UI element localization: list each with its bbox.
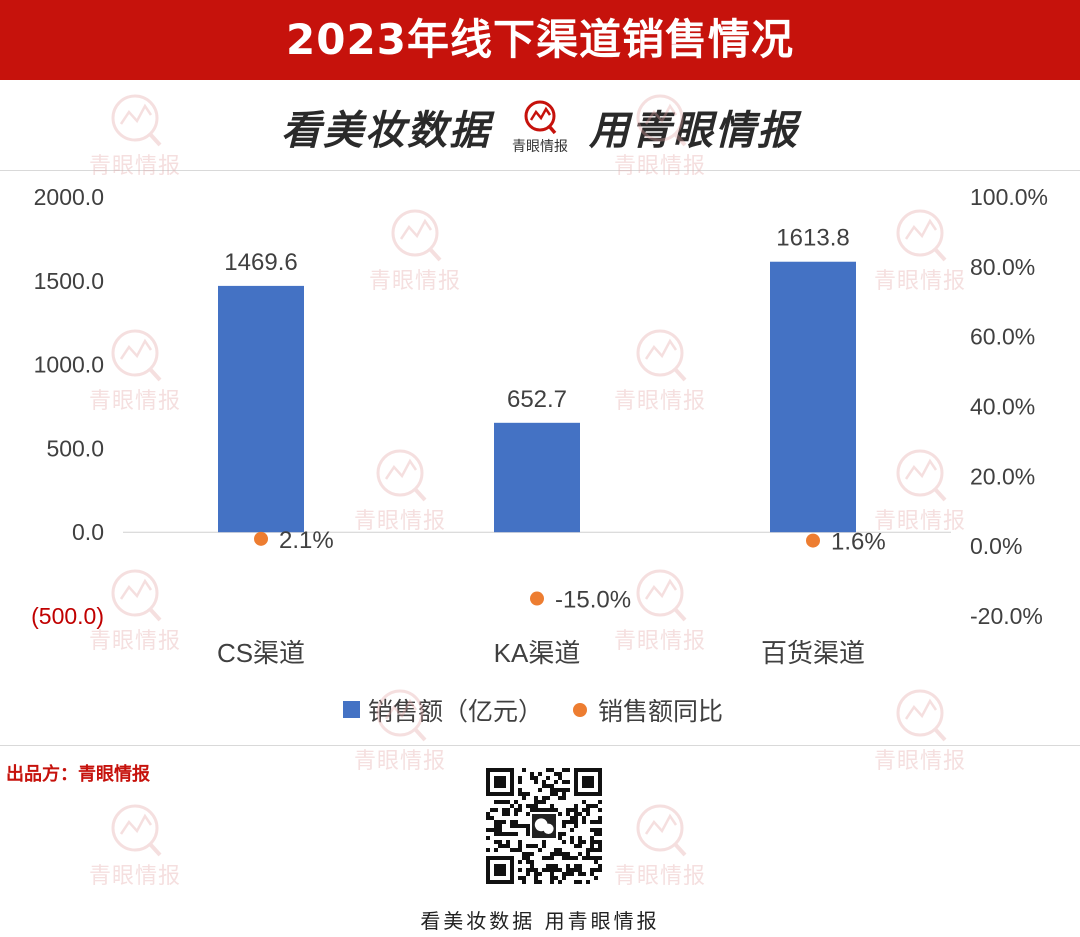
left-axis-tick-label: (500.0) xyxy=(31,603,104,629)
left-axis-tick-label: 1000.0 xyxy=(34,352,104,378)
page-title: 2023年线下渠道销售情况 xyxy=(0,0,1080,80)
watermark-text: 青眼情报 xyxy=(353,749,446,774)
yoy-dot-2 xyxy=(530,591,544,606)
category-label: 百货渠道 xyxy=(761,638,865,668)
sales-chart: 2000.0 1500.0 1000.0 500.0 0.0 (500.0) 100.0% 8… xyxy=(31,184,1048,726)
category-label: KA渠道 xyxy=(494,638,581,668)
watermark: 青眼情报 xyxy=(80,800,190,890)
right-axis-tick-label: 40.0% xyxy=(970,394,1035,420)
slogan-left: 看美妆数据 xyxy=(281,108,491,154)
bar-2 xyxy=(494,422,580,533)
watermark: 青眼情报 xyxy=(605,800,715,890)
slogan-right: 用青眼情报 xyxy=(589,108,799,154)
brand-logo-text: 青眼情报 xyxy=(512,139,568,155)
bar-1 xyxy=(218,285,304,533)
watermark-text: 青眼情报 xyxy=(613,864,706,889)
chart-panel: 2000.0 1500.0 1000.0 500.0 0.0 (500.0) 100.0% 8… xyxy=(0,170,1080,746)
bar-value-label: 652.7 xyxy=(507,386,567,413)
left-axis-tick-label: 500.0 xyxy=(46,435,104,461)
footer-slogan: 看美妆数据 用青眼情报 xyxy=(420,909,660,933)
yoy-dot-3 xyxy=(806,533,820,548)
bar-value-label: 1613.8 xyxy=(776,225,849,252)
wechat-qr-code-icon xyxy=(486,768,602,884)
right-axis-tick-label: 60.0% xyxy=(970,324,1035,350)
bar-value-label: 1469.6 xyxy=(224,249,297,276)
right-axis-tick-label: 80.0% xyxy=(970,254,1035,280)
right-axis-tick-label: 0.0% xyxy=(970,533,1022,559)
watermark-text: 青眼情报 xyxy=(88,864,181,889)
brand-logo: 青眼情报 xyxy=(505,98,575,156)
watermark-magnifier-icon xyxy=(636,804,687,857)
magnifier-logo-icon xyxy=(524,100,557,135)
category-label: CS渠道 xyxy=(217,638,305,668)
yoy-dot-1 xyxy=(254,531,268,546)
slogan-banner: 看美妆数据 青眼情报 用青眼情报 xyxy=(0,95,1080,159)
left-axis-tick-label: 2000.0 xyxy=(34,184,104,210)
yoy-value-label: 2.1% xyxy=(279,527,334,554)
right-axis-tick-label: -20.0% xyxy=(970,603,1043,629)
legend-dot-label: 销售额同比 xyxy=(598,698,723,726)
right-axis-tick-label: 20.0% xyxy=(970,463,1035,489)
yoy-value-label: 1.6% xyxy=(831,529,886,556)
right-axis-tick-label: 100.0% xyxy=(970,184,1048,210)
watermark-magnifier-icon xyxy=(111,804,162,857)
legend-dot-swatch xyxy=(573,703,587,717)
legend-bar-swatch xyxy=(343,701,360,718)
watermark-text: 青眼情报 xyxy=(873,749,966,774)
legend-bar-label: 销售额（亿元） xyxy=(368,698,543,726)
bar-3 xyxy=(770,261,856,533)
yoy-value-label: -15.0% xyxy=(555,587,631,614)
left-axis-tick-label: 1500.0 xyxy=(34,268,104,294)
source-label: 出品方：青眼情报 xyxy=(6,764,150,785)
left-axis-tick-label: 0.0 xyxy=(72,519,104,545)
